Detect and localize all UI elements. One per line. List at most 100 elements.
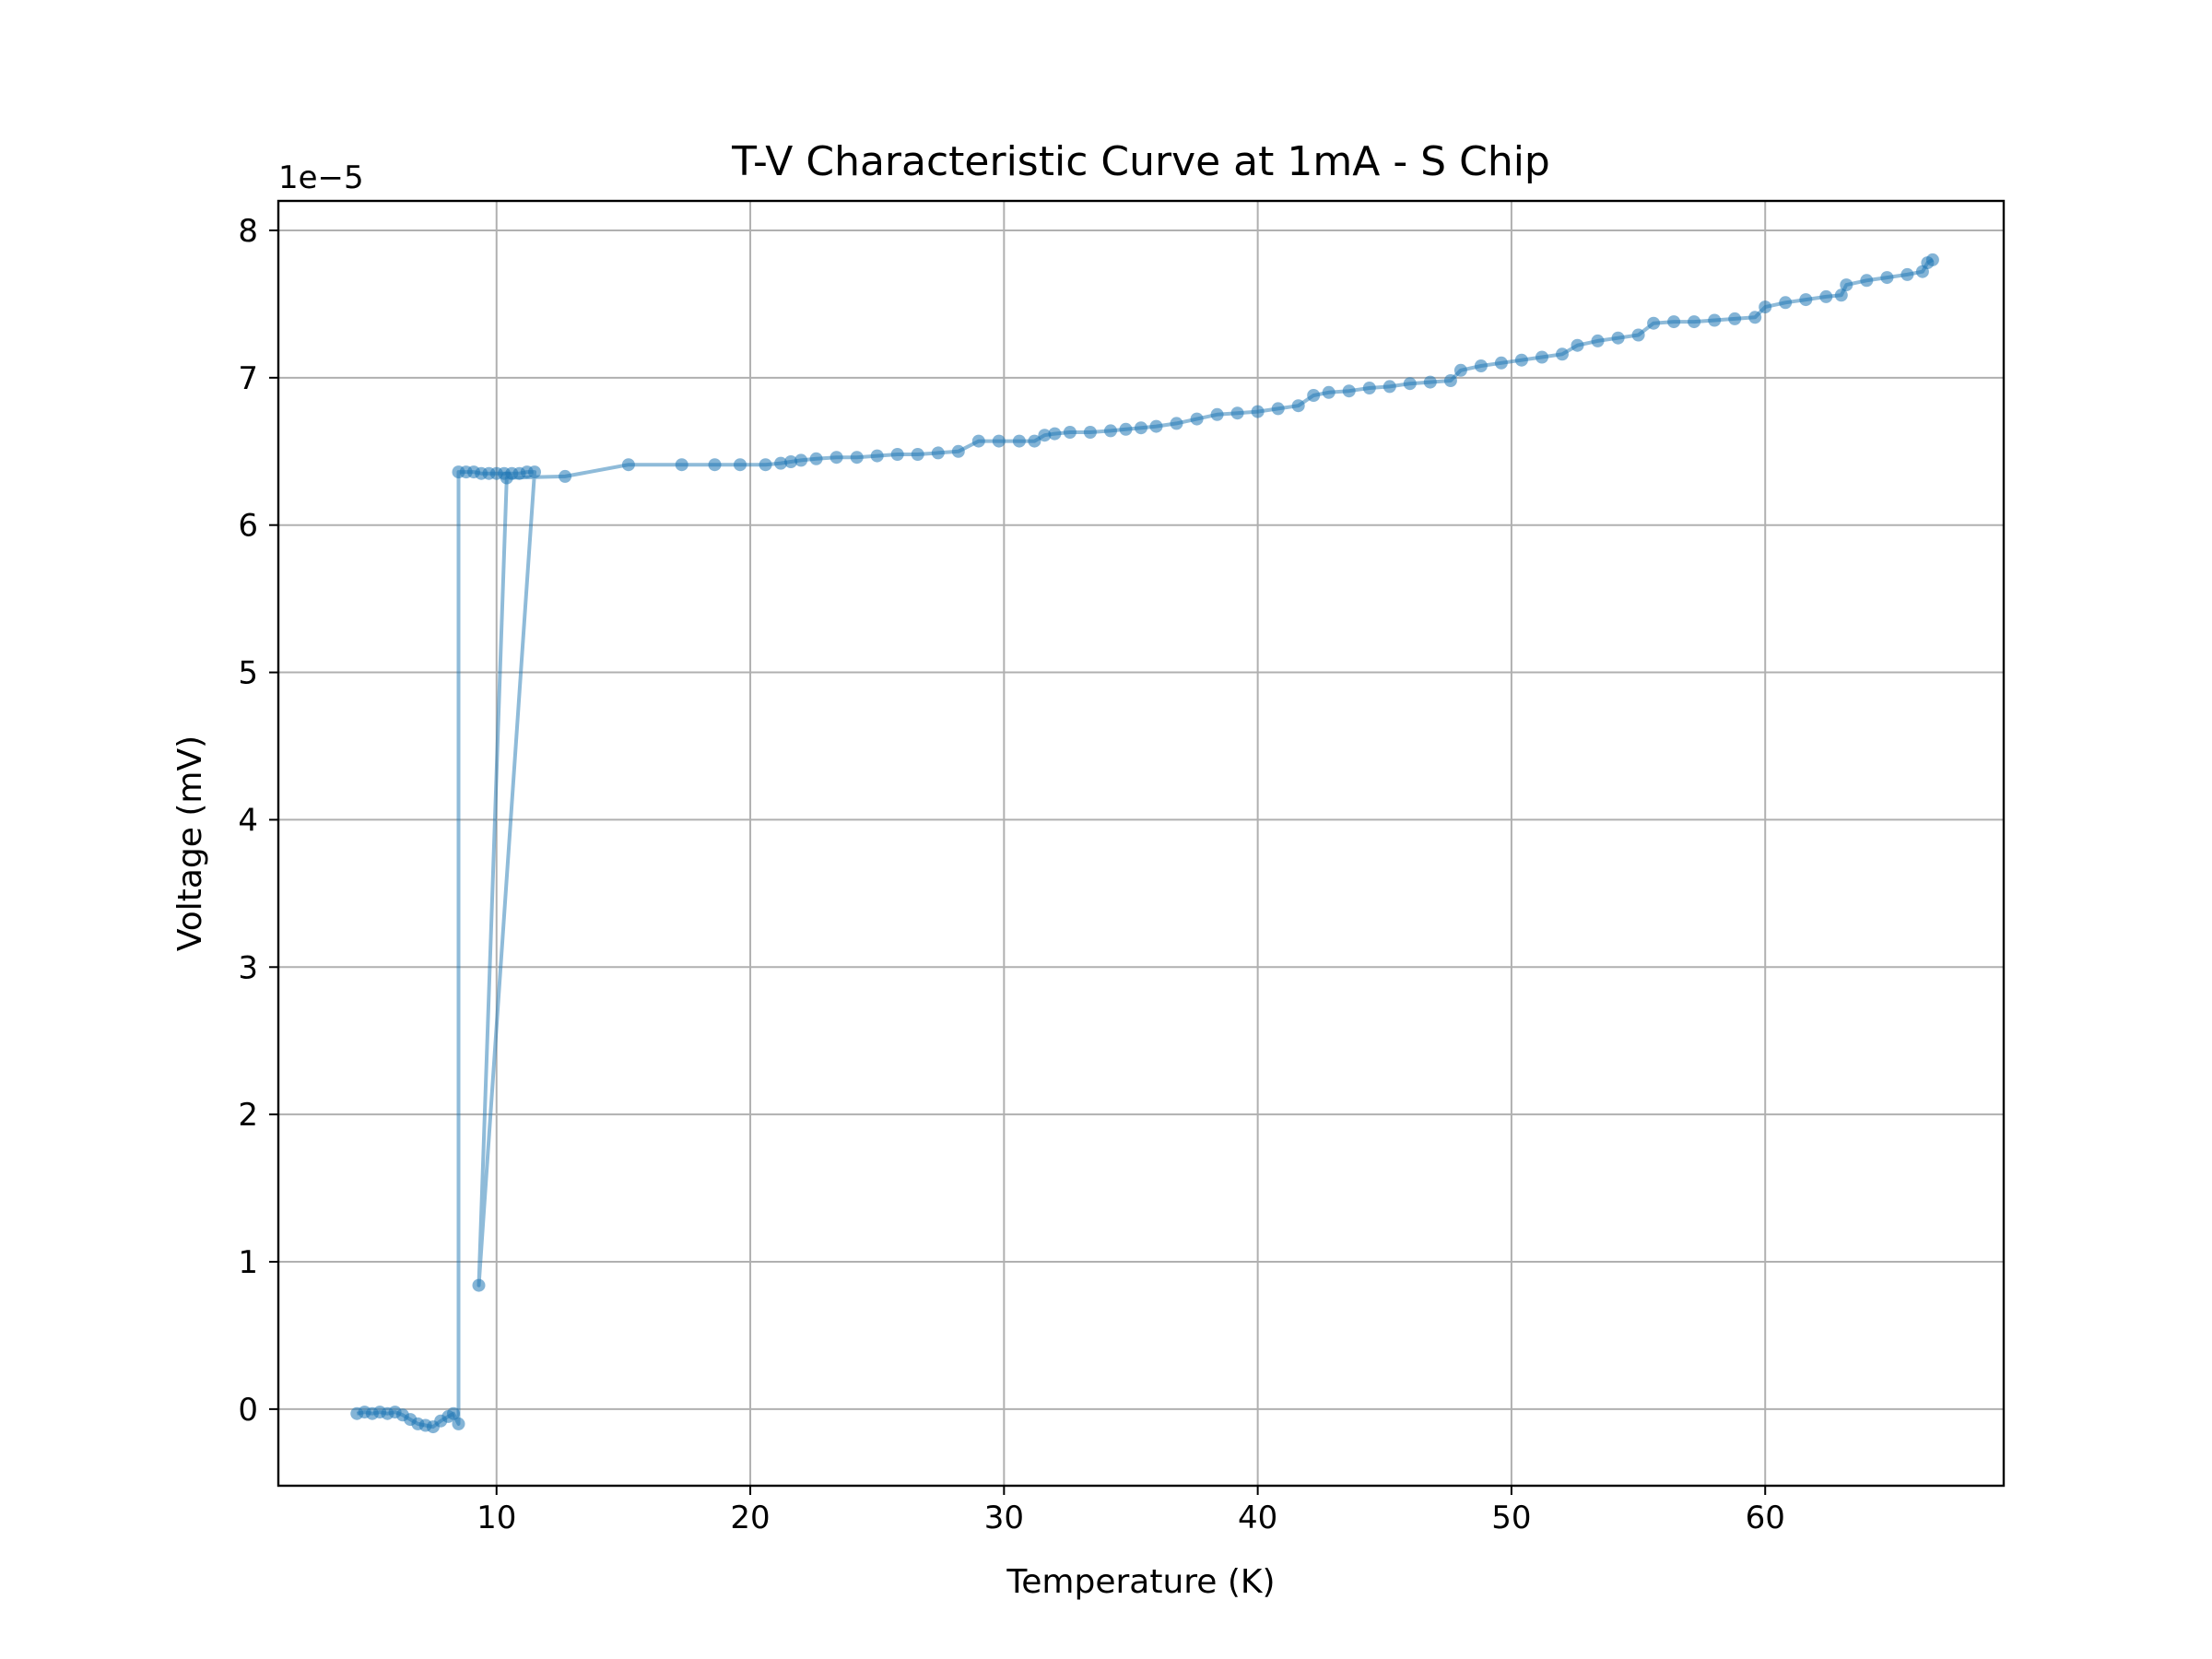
data-point [1210, 407, 1224, 421]
y-tick-label: 8 [238, 213, 258, 250]
data-point [1840, 278, 1853, 292]
data-point [1307, 389, 1321, 402]
data-point [794, 453, 808, 467]
data-point [759, 458, 772, 472]
data-point [931, 446, 945, 460]
ticks: 10 20 30 40 50 60 0 1 2 3 4 5 6 7 8 [238, 213, 1784, 1536]
data-point [830, 451, 843, 465]
data-point [1230, 406, 1244, 420]
y-axis-label: Voltage (mV) [171, 735, 209, 951]
x-tick-label: 40 [1238, 1500, 1277, 1536]
data-point [1190, 412, 1204, 426]
y-tick-label: 5 [238, 655, 258, 692]
series-layer [350, 253, 1939, 1434]
data-point [559, 469, 572, 483]
data-point [1453, 363, 1467, 377]
x-tick-label: 10 [477, 1500, 516, 1536]
data-point [472, 1278, 486, 1292]
data-point [1860, 274, 1874, 288]
data-point [1631, 328, 1645, 342]
data-point [1382, 380, 1396, 394]
data-point [1083, 426, 1097, 439]
y-offset-label: 1e−5 [278, 159, 364, 196]
data-point [850, 451, 864, 465]
data-point [1591, 334, 1605, 347]
x-tick-label: 50 [1491, 1500, 1531, 1536]
data-point [1571, 338, 1584, 352]
data-point [1474, 359, 1488, 372]
data-point [1271, 402, 1285, 416]
data-point [1900, 267, 1914, 281]
data-point [1403, 377, 1417, 391]
grid [278, 201, 2004, 1486]
data-point [1611, 331, 1625, 345]
x-tick-label: 60 [1746, 1500, 1785, 1536]
data-point [1688, 315, 1701, 329]
data-point [1819, 289, 1833, 303]
data-point [784, 455, 798, 468]
data-point [1342, 384, 1356, 398]
data-point [1423, 375, 1437, 389]
data-point [911, 448, 924, 461]
data-point [1048, 427, 1062, 441]
data-point [1728, 312, 1742, 325]
data-point [1322, 385, 1335, 399]
data-point [1647, 316, 1661, 330]
data-point [1038, 429, 1052, 442]
plot-frame [276, 199, 2006, 1488]
y-tick-label: 7 [238, 360, 258, 397]
data-point [528, 465, 541, 479]
data-point [774, 456, 788, 470]
data-point [1443, 374, 1457, 387]
data-point [621, 458, 635, 472]
data-point [890, 448, 904, 461]
data-point [1535, 350, 1548, 364]
data-point [992, 434, 1006, 448]
y-tick-label: 3 [238, 949, 258, 986]
data-point [1251, 405, 1265, 418]
data-point [1135, 421, 1147, 435]
y-tick-label: 4 [238, 802, 258, 839]
data-point [1779, 296, 1793, 310]
data-point [708, 458, 722, 472]
y-tick-label: 2 [238, 1097, 258, 1134]
data-point [452, 1417, 465, 1430]
data-point [1925, 253, 1939, 266]
chart-title: T-V Characteristic Curve at 1mA - S Chip [731, 138, 1550, 185]
x-axis-label: Temperature (K) [1006, 1563, 1275, 1601]
data-point [1028, 434, 1041, 448]
y-tick-label: 0 [238, 1392, 258, 1429]
data-point [675, 458, 688, 472]
data-point [1556, 347, 1569, 361]
data-point [1119, 422, 1133, 436]
data-point [500, 471, 513, 485]
data-point [971, 434, 985, 448]
data-point [1291, 399, 1305, 413]
data-point [1799, 293, 1813, 307]
data-point [1667, 315, 1681, 329]
data-point [1170, 417, 1183, 430]
data-point [1759, 300, 1772, 314]
y-tick-label: 6 [238, 508, 258, 545]
data-point [1834, 288, 1848, 302]
data-point [1494, 356, 1508, 370]
data-point [1708, 313, 1722, 327]
data-point [1063, 426, 1077, 439]
data-point [1880, 271, 1894, 285]
y-tick-label: 1 [238, 1244, 258, 1281]
data-point [1514, 353, 1528, 367]
data-point [734, 458, 747, 472]
data-point [1362, 382, 1376, 394]
data-point [1012, 434, 1026, 448]
data-point [447, 1406, 460, 1420]
x-tick-label: 20 [730, 1500, 770, 1536]
data-point [951, 444, 965, 458]
data-point [1748, 311, 1762, 324]
data-point [1149, 419, 1163, 433]
data-point [1104, 424, 1117, 438]
x-tick-label: 30 [984, 1500, 1024, 1536]
data-point [809, 452, 823, 465]
data-point [870, 449, 884, 463]
